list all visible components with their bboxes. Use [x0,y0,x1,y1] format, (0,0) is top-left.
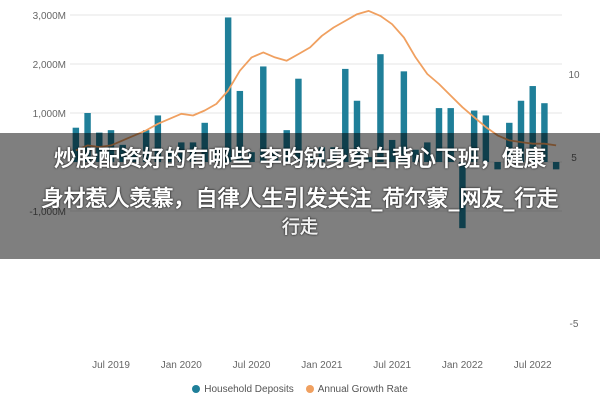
legend-item-growth[interactable]: Annual Growth Rate [305,381,408,397]
bar [400,71,408,162]
legend-label-growth: Annual Growth Rate [317,383,408,395]
caption-line-1: 炒股配资好的有哪些 李昀锐身穿白背心下班，健康 [54,147,546,172]
bar [541,103,548,162]
y-right-tick-label: -5 [570,319,579,330]
legend: Household Deposits Annual Growth Rate [0,381,600,397]
x-tick-label: Jul 2021 [373,360,411,371]
legend-item-deposits[interactable]: Household Deposits [192,381,294,397]
bar [353,100,361,162]
y-left-tick-label: 2,000M [33,60,66,71]
caption-line-3: 行走 [282,217,318,238]
x-tick-label: Jul 2019 [92,360,130,371]
bar [236,90,244,162]
bar [295,78,302,162]
y-right-tick-label: 10 [568,70,580,81]
growth-line [75,9,557,152]
x-tick-label: Jan 2020 [161,360,203,371]
legend-marker-growth [305,385,314,393]
y-left-tick-label: 3,000M [33,11,66,22]
caption-overlay [0,133,600,259]
bar [529,86,536,162]
x-tick-label: Jan 2022 [442,360,484,371]
bar [377,54,384,163]
x-tick-label: Jul 2020 [233,360,271,371]
bar [260,66,267,162]
y-left-tick-label: 1,000M [33,109,66,120]
caption-text: 炒股配资好的有哪些 李昀锐身穿白背心下班，健康 身材惹人羡慕，自律人生引发关注_… [0,140,600,238]
legend-label-deposits: Household Deposits [204,383,294,395]
bar [517,100,525,162]
bar [342,68,349,162]
caption-line-2: 身材惹人羡慕，自律人生引发关注_荷尔蒙_网友_行走 [41,187,559,212]
legend-marker-deposits [192,385,201,393]
x-tick-label: Jan 2021 [301,360,343,371]
growth-line-layer [75,9,557,152]
x-tick-label: Jul 2022 [514,360,552,371]
